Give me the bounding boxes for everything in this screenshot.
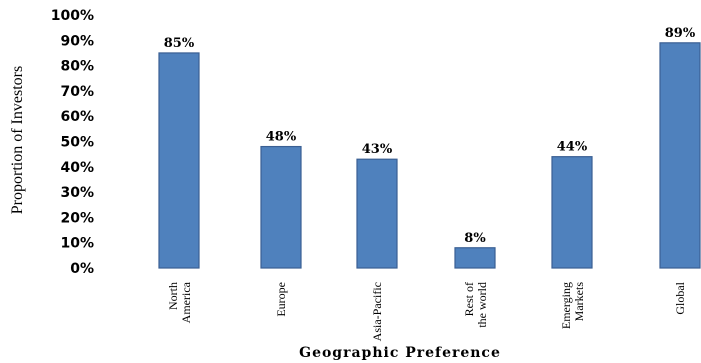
y-tick-label: 20%	[60, 210, 94, 226]
bar	[659, 42, 701, 269]
y-tick-label: 80%	[60, 59, 94, 75]
y-tick-label: 70%	[60, 84, 94, 100]
category-label: Global	[673, 281, 687, 314]
category-label: EmergingMarkets	[559, 282, 586, 329]
data-label: 85%	[164, 36, 195, 51]
bar	[260, 145, 302, 269]
bar	[356, 158, 398, 269]
y-tick-label: 60%	[60, 109, 94, 125]
category-label: Europe	[274, 282, 288, 317]
data-label: 89%	[665, 26, 696, 41]
y-tick-label: 30%	[60, 185, 94, 201]
bar	[551, 156, 593, 269]
y-tick-label: 10%	[60, 236, 94, 252]
bars	[158, 42, 701, 269]
category-labels: NorthAmerica Europe Asia-Pacific Rest ofthe…	[166, 281, 687, 341]
y-tick-label: 100%	[51, 8, 94, 24]
data-label: 43%	[362, 142, 393, 157]
category-label: NorthAmerica	[166, 281, 193, 323]
data-label: 48%	[266, 130, 297, 145]
bar	[158, 52, 200, 269]
data-labels: 85% 48% 43% 8% 44% 89%	[164, 26, 696, 246]
bar	[454, 247, 496, 269]
y-axis-ticks: 0% 10% 20% 30% 40% 50% 60% 70% 80% 90% 100%	[51, 8, 94, 277]
data-label: 8%	[464, 231, 486, 246]
y-tick-label: 40%	[60, 160, 94, 176]
data-label: 44%	[557, 140, 588, 155]
y-tick-label: 50%	[60, 135, 94, 151]
y-axis-title: Proportion of Investors	[9, 66, 26, 214]
y-tick-label: 90%	[60, 33, 94, 49]
category-label: Rest ofthe world	[462, 282, 489, 328]
x-axis-title: Geographic Preference	[299, 345, 501, 361]
y-tick-label: 0%	[70, 261, 94, 277]
category-label: Asia-Pacific	[370, 282, 384, 341]
